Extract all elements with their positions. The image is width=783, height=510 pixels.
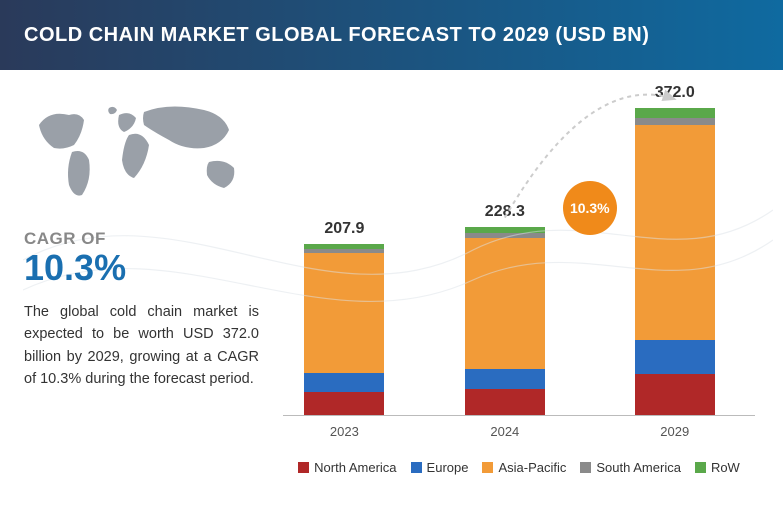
legend-item: North America — [298, 460, 396, 475]
bar-segment — [304, 253, 384, 373]
bar-group: 372.0 — [635, 108, 715, 415]
legend-item: RoW — [695, 460, 740, 475]
x-tick-label: 2029 — [660, 424, 689, 439]
bar-segment — [304, 373, 384, 392]
bar-segment — [635, 118, 715, 125]
legend-item: Asia-Pacific — [482, 460, 566, 475]
left-panel: CAGR OF 10.3% The global cold chain mark… — [18, 80, 273, 510]
legend-swatch — [411, 462, 422, 473]
bar-segment — [635, 374, 715, 415]
world-map-icon — [24, 90, 254, 210]
body: CAGR OF 10.3% The global cold chain mark… — [0, 70, 783, 510]
bar-segment — [465, 369, 545, 390]
bar-segment — [635, 108, 715, 118]
legend-swatch — [298, 462, 309, 473]
legend-label: South America — [596, 460, 681, 475]
x-tick-label: 2024 — [490, 424, 519, 439]
header-title: COLD CHAIN MARKET GLOBAL FORECAST TO 202… — [0, 0, 783, 70]
cagr-label: CAGR OF — [24, 229, 259, 249]
legend-item: South America — [580, 460, 681, 475]
legend-item: Europe — [411, 460, 469, 475]
stacked-bar-chart: 10.3% 207.9 228.3 372.0 — [283, 86, 755, 416]
bar-segment — [465, 389, 545, 415]
cagr-value: 10.3% — [24, 247, 259, 289]
bar-segment — [465, 238, 545, 369]
bar-total-label: 207.9 — [324, 220, 364, 238]
header-title-text: COLD CHAIN MARKET GLOBAL FORECAST TO 202… — [24, 24, 649, 47]
growth-badge: 10.3% — [563, 181, 617, 235]
legend-label: Asia-Pacific — [498, 460, 566, 475]
legend-label: North America — [314, 460, 396, 475]
chart-panel: 10.3% 207.9 228.3 372.0 2023 2024 2029 North… — [273, 80, 765, 510]
legend-label: RoW — [711, 460, 740, 475]
bar-group: 207.9 — [304, 244, 384, 416]
legend-swatch — [482, 462, 493, 473]
bar-segment — [635, 340, 715, 374]
legend-label: Europe — [427, 460, 469, 475]
legend-swatch — [580, 462, 591, 473]
bar-group: 228.3 — [465, 227, 545, 415]
bar-total-label: 228.3 — [485, 203, 525, 221]
x-tick-label: 2023 — [330, 424, 359, 439]
bar-segment — [304, 392, 384, 415]
description-text: The global cold chain market is expected… — [24, 301, 259, 391]
x-axis: 2023 2024 2029 — [283, 424, 755, 446]
legend: North America Europe Asia-Pacific South Ame… — [283, 460, 755, 475]
legend-swatch — [695, 462, 706, 473]
growth-badge-text: 10.3% — [570, 200, 610, 216]
bar-total-label: 372.0 — [655, 84, 695, 102]
bar-segment — [635, 125, 715, 340]
